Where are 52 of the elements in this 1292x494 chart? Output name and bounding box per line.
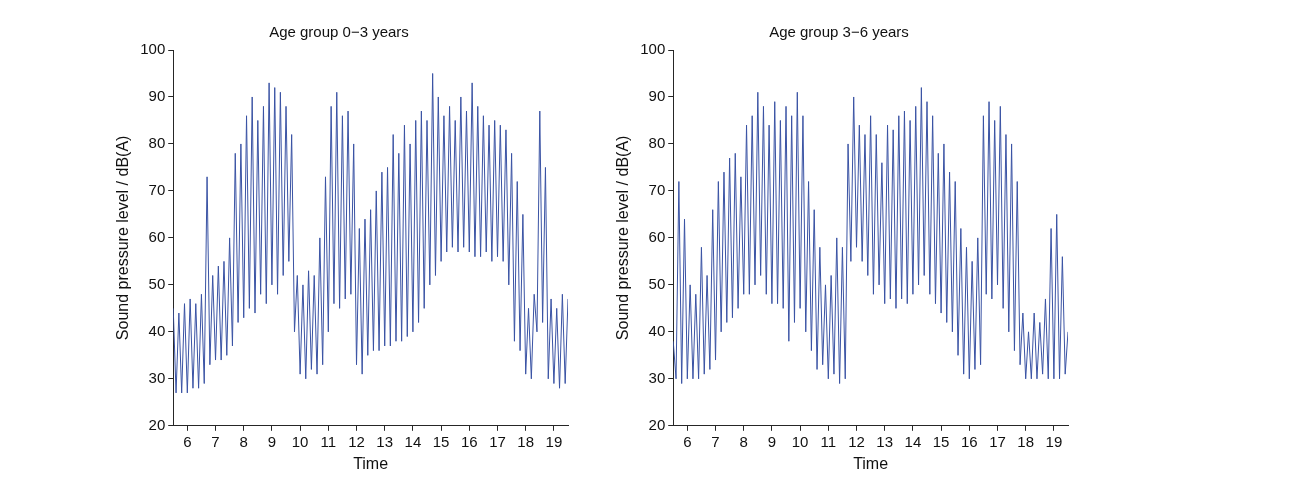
x-tick-label: 16 xyxy=(960,432,978,450)
x-axis-title: Time xyxy=(353,454,389,472)
x-tick-label: 17 xyxy=(489,432,506,450)
y-tick-label: 40 xyxy=(648,321,666,339)
y-tick-label: 40 xyxy=(148,321,166,339)
x-tick-label: 19 xyxy=(545,432,563,450)
x-tick-label: 14 xyxy=(904,432,922,450)
x-tick-label: 9 xyxy=(767,432,777,450)
y-tick-label: 60 xyxy=(648,228,666,246)
y-tick-label: 60 xyxy=(148,228,166,246)
x-tick-label: 11 xyxy=(820,432,837,450)
x-tick-label: 17 xyxy=(989,432,1006,450)
y-tick-label: 50 xyxy=(148,275,166,293)
x-tick-label: 7 xyxy=(711,432,720,450)
y-tick-label: 100 xyxy=(640,40,666,58)
x-tick-label: 10 xyxy=(291,432,309,450)
x-tick-label: 16 xyxy=(460,432,478,450)
chart-title: Age group 0−3 years xyxy=(269,23,409,41)
y-tick-label: 90 xyxy=(148,87,166,105)
y-tick-label: 50 xyxy=(648,275,666,293)
x-tick-label: 13 xyxy=(876,432,894,450)
x-tick-label: 12 xyxy=(348,432,365,450)
x-tick-label: 15 xyxy=(432,432,450,450)
y-axis-title: Sound pressure level / dB(A) xyxy=(114,135,132,341)
y-tick-label: 20 xyxy=(648,415,666,433)
x-tick-label: 13 xyxy=(376,432,394,450)
chart-title: Age group 3−6 years xyxy=(769,23,909,41)
x-tick-label: 14 xyxy=(404,432,422,450)
x-tick-label: 18 xyxy=(517,432,535,450)
x-tick-label: 6 xyxy=(183,432,192,450)
y-tick-label: 100 xyxy=(140,40,166,58)
x-tick-label: 18 xyxy=(1017,432,1035,450)
x-tick-label: 6 xyxy=(683,432,692,450)
x-tick-label: 11 xyxy=(320,432,337,450)
x-tick-label: 8 xyxy=(739,432,748,450)
y-tick-label: 80 xyxy=(148,134,166,152)
y-tick-label: 70 xyxy=(148,181,166,199)
x-tick-label: 15 xyxy=(932,432,950,450)
y-tick-label: 70 xyxy=(648,181,666,199)
y-tick-label: 90 xyxy=(648,87,666,105)
y-tick-label: 80 xyxy=(648,134,666,152)
x-tick-label: 19 xyxy=(1045,432,1063,450)
x-tick-label: 10 xyxy=(791,432,809,450)
x-tick-label: 12 xyxy=(848,432,865,450)
x-tick-label: 8 xyxy=(239,432,248,450)
y-tick-label: 30 xyxy=(148,368,166,386)
y-tick-label: 20 xyxy=(148,415,166,433)
x-axis-title: Time xyxy=(853,454,889,472)
y-tick-label: 30 xyxy=(648,368,666,386)
x-tick-label: 7 xyxy=(211,432,220,450)
x-tick-label: 9 xyxy=(267,432,277,450)
y-axis-title: Sound pressure level / dB(A) xyxy=(614,135,632,341)
